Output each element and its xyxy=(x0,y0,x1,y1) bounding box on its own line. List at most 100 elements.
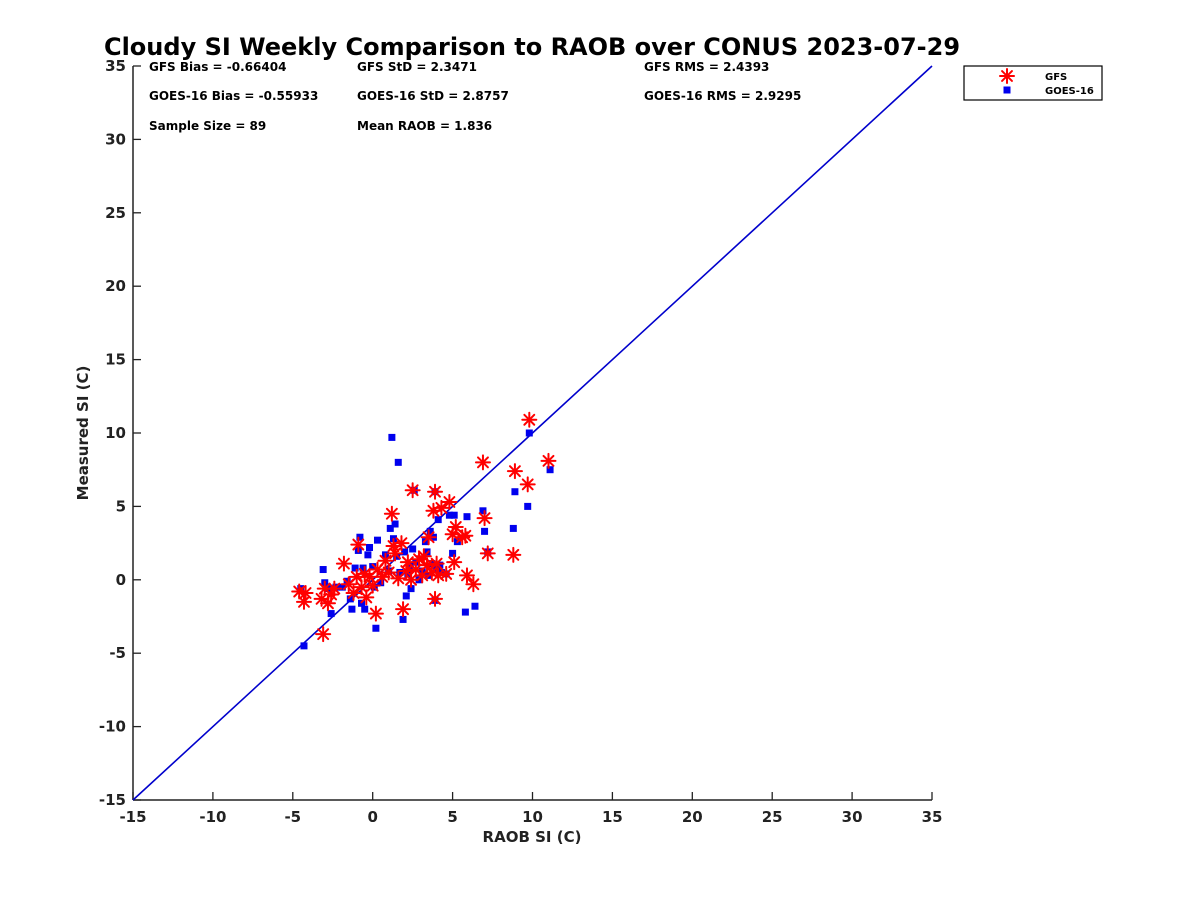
goes16-point xyxy=(449,549,457,557)
goes16-point xyxy=(524,502,532,510)
goes16-point xyxy=(348,605,356,613)
gfs-point xyxy=(350,536,367,553)
gfs-point xyxy=(367,605,384,622)
goes16-point xyxy=(434,516,442,524)
series-gfs xyxy=(291,411,557,643)
goes16-point xyxy=(388,433,396,441)
y-tick-label: -5 xyxy=(109,644,126,662)
gfs-point xyxy=(335,555,352,572)
goes16-point xyxy=(369,563,377,571)
goes16-point xyxy=(300,642,308,650)
goes16-point xyxy=(351,564,359,572)
gfs-point xyxy=(438,565,455,582)
goes16-point xyxy=(399,615,407,623)
y-tick-label: 15 xyxy=(105,351,126,369)
gfs-point xyxy=(474,454,491,471)
stat-text: GFS StD = 2.3471 xyxy=(357,60,477,74)
plot-area: -15 -10 -5 0 5 10 15 20 25 30 35 -15 -10 -5 0 5 10 15 20 2… xyxy=(99,57,943,826)
x-tick-label: 20 xyxy=(682,808,703,826)
goes16-point xyxy=(450,511,458,519)
goes16-point xyxy=(461,608,469,616)
x-tick-label: 35 xyxy=(922,808,943,826)
gfs-point xyxy=(433,499,450,516)
x-tick-label: 10 xyxy=(522,808,543,826)
gfs-point xyxy=(447,518,464,535)
stat-text: GOES-16 RMS = 2.9295 xyxy=(644,89,801,103)
goes16-point xyxy=(372,624,380,632)
gfs-point xyxy=(326,580,343,597)
gfs-point xyxy=(457,527,474,544)
goes16-point xyxy=(327,610,335,618)
stat-text: Mean RAOB = 1.836 xyxy=(357,119,492,133)
x-tick-label: -5 xyxy=(284,808,301,826)
y-axis-label: Measured SI (C) xyxy=(74,366,92,501)
y-tick-label: 25 xyxy=(105,204,126,222)
gfs-point xyxy=(441,493,458,510)
goes16-point xyxy=(479,507,487,515)
gfs-point xyxy=(345,585,362,602)
legend-label: GOES-16 xyxy=(1045,86,1094,97)
x-tick-label: -15 xyxy=(119,808,146,826)
gfs-point xyxy=(364,577,381,594)
goes16-point xyxy=(402,592,410,600)
gfs-point xyxy=(428,555,445,572)
stat-text: GFS RMS = 2.4393 xyxy=(644,60,769,74)
gfs-point xyxy=(519,476,536,493)
gfs-point xyxy=(393,535,410,552)
chart-title: Cloudy SI Weekly Comparison to RAOB over… xyxy=(104,33,960,61)
goes16-point xyxy=(366,544,374,552)
x-tick-label: 0 xyxy=(367,808,377,826)
gfs-point xyxy=(427,590,444,607)
gfs-point xyxy=(505,546,522,563)
legend-marker-gfs xyxy=(999,68,1015,84)
gfs-point xyxy=(479,545,496,562)
goes16-point xyxy=(391,520,399,528)
stat-text: Sample Size = 89 xyxy=(149,119,266,133)
goes16-point xyxy=(319,566,327,574)
x-tick-label: 15 xyxy=(602,808,623,826)
gfs-point xyxy=(446,554,463,571)
y-tick-label: 30 xyxy=(105,130,126,148)
y-tick-label: 10 xyxy=(105,424,126,442)
gfs-point xyxy=(521,411,538,428)
goes16-point xyxy=(356,533,364,541)
gfs-point xyxy=(476,510,493,527)
gfs-point xyxy=(427,483,444,500)
gfs-point xyxy=(540,452,557,469)
goes16-point xyxy=(359,564,367,572)
y-tick-label: -10 xyxy=(99,718,126,736)
gfs-point xyxy=(315,626,332,643)
gfs-point xyxy=(458,567,475,584)
gfs-point xyxy=(358,589,375,606)
legend: GFS GOES-16 xyxy=(963,65,1103,101)
goes16-point xyxy=(386,524,394,532)
gfs-point xyxy=(420,529,437,546)
goes16-point xyxy=(436,561,444,569)
goes16-point xyxy=(481,527,489,535)
goes16-point xyxy=(426,527,434,535)
stat-text: GOES-16 StD = 2.8757 xyxy=(357,89,509,103)
goes16-point xyxy=(407,585,415,593)
gfs-point xyxy=(403,571,420,588)
goes16-point xyxy=(361,605,369,613)
gfs-point xyxy=(465,576,482,593)
y-tick-label: 20 xyxy=(105,277,126,295)
y-tick-label: 0 xyxy=(116,571,126,589)
goes16-point xyxy=(445,511,453,519)
goes16-point xyxy=(396,568,404,576)
x-tick-label: 5 xyxy=(447,808,457,826)
x-tick-label: 25 xyxy=(762,808,783,826)
goes16-point xyxy=(471,602,479,610)
goes16-point xyxy=(373,536,381,544)
y-tick-label: -15 xyxy=(99,791,126,809)
legend-label: GFS xyxy=(1045,72,1067,83)
goes16-point xyxy=(509,524,517,532)
goes16-point xyxy=(377,579,385,587)
gfs-point xyxy=(506,463,523,480)
x-tick-label: 30 xyxy=(842,808,863,826)
y-tick-label: 35 xyxy=(105,57,126,75)
goes16-point xyxy=(394,458,402,466)
goes16-point xyxy=(511,488,519,496)
goes16-point xyxy=(409,545,417,553)
